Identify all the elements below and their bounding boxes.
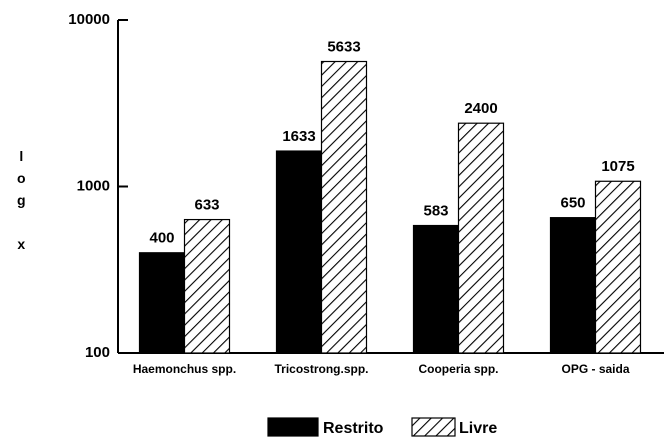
bar bbox=[549, 217, 597, 354]
bar bbox=[412, 224, 460, 354]
value-label: 2400 bbox=[464, 100, 497, 117]
x-tick-label: Haemonchus spp. bbox=[133, 362, 236, 376]
y-tick-label: 1000 bbox=[77, 177, 110, 194]
legend-label: Livre bbox=[459, 420, 497, 437]
x-tick-label: Tricostrong.spp. bbox=[274, 362, 368, 376]
value-label: 1633 bbox=[282, 128, 315, 145]
legend-swatch bbox=[267, 417, 319, 437]
legend-swatch bbox=[411, 417, 456, 437]
value-label: 633 bbox=[194, 197, 219, 214]
value-label: 5633 bbox=[327, 38, 360, 55]
bar bbox=[275, 150, 323, 354]
value-label: 650 bbox=[560, 195, 585, 212]
bar bbox=[138, 252, 186, 354]
value-label: 1075 bbox=[601, 158, 634, 175]
x-tick-label: OPG - saida bbox=[561, 362, 629, 376]
x-tick-label: Cooperia spp. bbox=[418, 362, 498, 376]
value-label: 583 bbox=[423, 202, 448, 219]
value-label: 400 bbox=[149, 230, 174, 247]
bar bbox=[594, 180, 642, 354]
bar bbox=[183, 218, 231, 354]
y-tick-label: 10000 bbox=[68, 11, 110, 28]
bar bbox=[457, 122, 505, 354]
y-tick-label: 100 bbox=[85, 344, 110, 361]
legend-label: Restrito bbox=[323, 420, 384, 437]
bar bbox=[320, 60, 368, 354]
y-axis-label: log x bbox=[13, 148, 29, 258]
